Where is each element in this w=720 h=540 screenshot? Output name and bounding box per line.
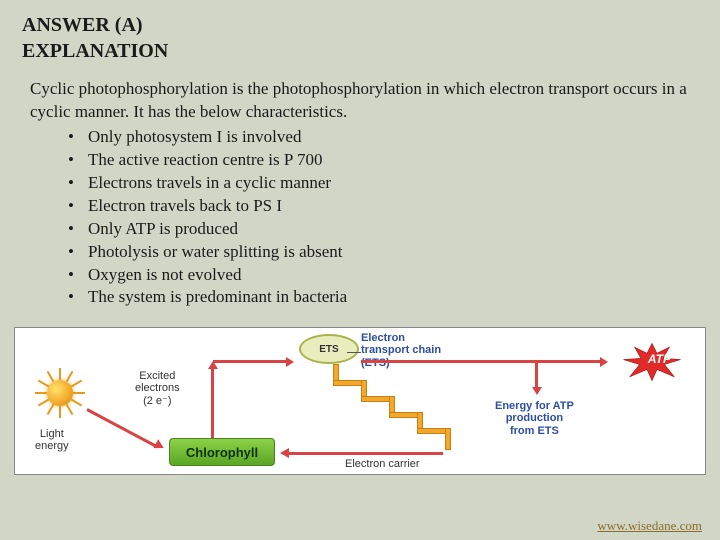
- chlorophyll-label: Chlorophyll: [186, 445, 258, 460]
- body-text: Cyclic photophosphorylation is the photo…: [0, 64, 720, 309]
- energy-label: Energy for ATP production from ETS: [495, 400, 574, 436]
- diagram: Light energy Chlorophyll Excited electro…: [14, 327, 706, 475]
- list-item: Electrons travels in a cyclic manner: [68, 172, 690, 195]
- list-item: The active reaction centre is P 700: [68, 149, 690, 172]
- chlorophyll-box: Chlorophyll: [169, 438, 275, 466]
- list-item: Electron travels back to PS I: [68, 195, 690, 218]
- arrow-down-icon: [535, 362, 538, 392]
- arrow-left-icon: [283, 452, 443, 455]
- ets-badge: ETS: [299, 334, 359, 364]
- list-item: Photolysis or water splitting is absent: [68, 241, 690, 264]
- pointer-line: [347, 352, 361, 353]
- electron-carrier-label: Electron carrier: [345, 458, 420, 470]
- heading: ANSWER (A) EXPLANATION: [0, 0, 720, 64]
- intro-paragraph: Cyclic photophosphorylation is the photo…: [30, 78, 690, 124]
- list-item: Only ATP is produced: [68, 218, 690, 241]
- bullet-list: Only photosystem I is involved The activ…: [30, 124, 690, 310]
- arrowhead-icon: [153, 440, 170, 455]
- sun-icon: [33, 366, 87, 420]
- arrow-right-icon: [361, 360, 605, 363]
- list-item: Oxygen is not evolved: [68, 264, 690, 287]
- arrow-up-icon: [211, 364, 214, 438]
- footer-link[interactable]: www.wisedane.com: [597, 518, 702, 534]
- list-item: The system is predominant in bacteria: [68, 286, 690, 309]
- arrowhead-left-icon: [275, 448, 289, 458]
- list-item: Only photosystem I is involved: [68, 126, 690, 149]
- light-energy-label: Light energy: [35, 428, 69, 452]
- excited-electrons-label: Excited electrons (2 e⁻): [135, 370, 180, 406]
- step-icon: [445, 428, 451, 450]
- atp-label: ATP: [648, 352, 671, 366]
- arrow-icon: [86, 409, 156, 448]
- explanation-line: EXPLANATION: [22, 38, 720, 64]
- answer-line: ANSWER (A): [22, 12, 720, 38]
- ets-badge-label: ETS: [319, 344, 338, 355]
- arrow-right-icon: [213, 360, 291, 363]
